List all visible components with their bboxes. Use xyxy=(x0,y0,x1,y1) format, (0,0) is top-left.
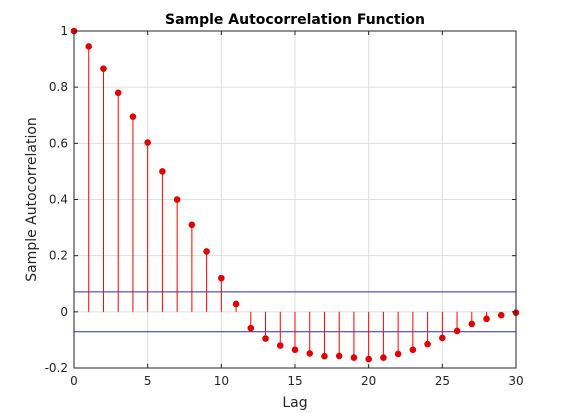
stem-marker xyxy=(159,168,166,175)
stem-marker xyxy=(100,65,107,72)
stem-marker xyxy=(188,221,196,229)
stem-marker xyxy=(129,113,137,120)
stem-marker xyxy=(144,139,151,146)
stem-marker xyxy=(497,311,505,319)
stem-marker xyxy=(276,342,284,349)
stem-series xyxy=(70,27,520,363)
x-tick-label: 0 xyxy=(70,374,78,388)
stem-marker xyxy=(218,274,225,282)
stem-marker xyxy=(335,352,343,360)
stem-marker xyxy=(247,324,255,332)
y-tick-label: -0.2 xyxy=(45,361,68,375)
stem-marker xyxy=(394,350,402,358)
stem-marker xyxy=(365,355,372,363)
stem-marker xyxy=(203,248,210,255)
chart-title: Sample Autocorrelation Function xyxy=(165,12,425,28)
stem-marker xyxy=(321,352,328,360)
x-tick-label: 20 xyxy=(361,374,376,388)
x-axis-label: Lag xyxy=(282,395,307,411)
stem-marker xyxy=(262,335,269,342)
x-tick-label: 10 xyxy=(214,374,229,388)
y-axis-label: Sample Autocorrelation xyxy=(24,117,40,282)
x-tick-label: 30 xyxy=(508,374,523,388)
x-tick-label: 5 xyxy=(144,374,152,388)
y-tick-label: 0.4 xyxy=(49,193,68,207)
x-tick-label: 15 xyxy=(287,374,302,388)
stem-marker xyxy=(439,334,446,342)
axis-ticks: 0 5 10 15 20 25 30-0.200.20.40.60.81 xyxy=(45,24,524,388)
stem-marker xyxy=(232,300,240,308)
x-tick-label: 25 xyxy=(435,374,450,388)
y-tick-label: 0.8 xyxy=(49,80,68,94)
stem-marker xyxy=(114,89,122,97)
stem-marker xyxy=(483,315,490,323)
stem-marker xyxy=(85,43,93,50)
y-tick-label: 0.6 xyxy=(49,136,68,150)
stem-marker xyxy=(453,327,461,335)
stem-marker xyxy=(409,346,417,354)
stem-marker xyxy=(380,354,387,361)
y-tick-label: 0.2 xyxy=(49,249,68,263)
stem-marker xyxy=(468,320,476,328)
stem-marker xyxy=(306,350,314,357)
stem-marker xyxy=(173,196,181,203)
stem-marker xyxy=(291,346,299,354)
stem-marker xyxy=(350,354,358,361)
y-tick-label: 1 xyxy=(60,24,68,38)
y-tick-label: 0 xyxy=(60,305,68,319)
stem-marker xyxy=(424,340,431,348)
